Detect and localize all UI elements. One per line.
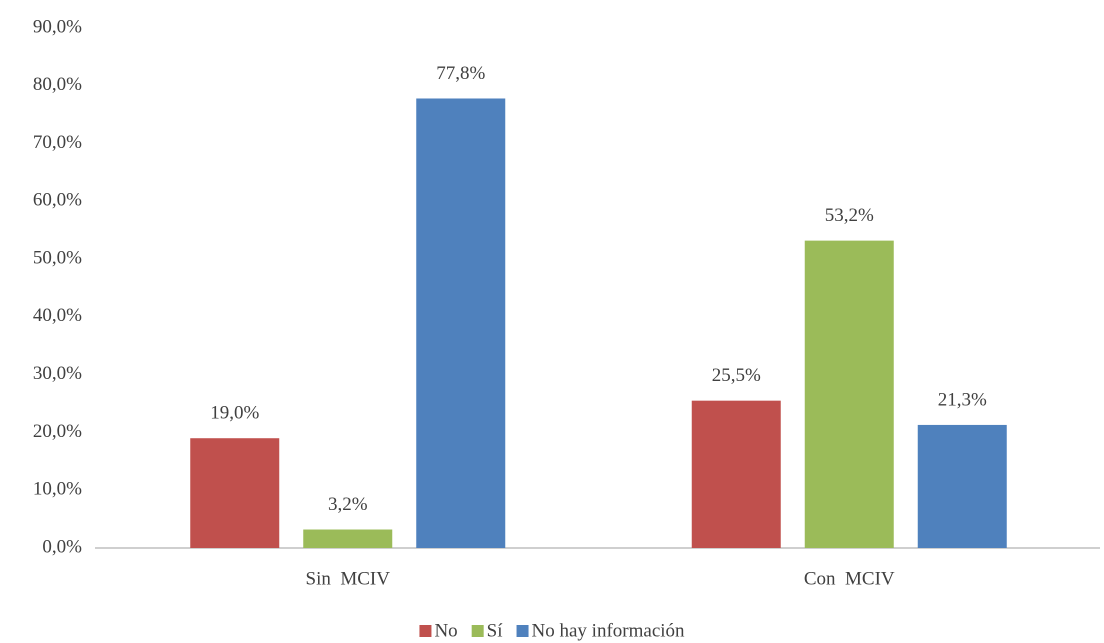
legend-label: Sí bbox=[487, 620, 504, 641]
y-tick-label: 90,0% bbox=[33, 16, 82, 37]
y-tick-label: 0,0% bbox=[42, 536, 82, 557]
x-tick-label: Con MCIV bbox=[804, 568, 895, 589]
y-tick-label: 10,0% bbox=[33, 479, 82, 500]
data-label: 25,5% bbox=[712, 365, 761, 386]
legend-item: No bbox=[419, 620, 458, 641]
y-tick-label: 80,0% bbox=[33, 74, 82, 95]
bar bbox=[190, 438, 280, 548]
data-label: 3,2% bbox=[328, 494, 368, 515]
bar bbox=[416, 98, 506, 548]
y-tick-label: 70,0% bbox=[33, 132, 82, 153]
y-tick-label: 40,0% bbox=[33, 305, 82, 326]
y-tick-label: 30,0% bbox=[33, 363, 82, 384]
y-tick-label: 50,0% bbox=[33, 247, 82, 268]
y-tick-label: 20,0% bbox=[33, 421, 82, 442]
data-label: 19,0% bbox=[210, 403, 259, 424]
data-label: 53,2% bbox=[825, 205, 874, 226]
legend-swatch bbox=[516, 625, 529, 637]
legend-swatch bbox=[419, 625, 432, 637]
legend-label: No hay información bbox=[532, 620, 686, 641]
bar bbox=[691, 400, 781, 548]
bar bbox=[917, 424, 1007, 548]
legend-swatch bbox=[471, 625, 484, 637]
legend-item: Sí bbox=[471, 620, 504, 641]
y-tick-label: 60,0% bbox=[33, 190, 82, 211]
bar bbox=[804, 240, 894, 548]
data-label: 77,8% bbox=[436, 63, 485, 84]
x-tick-label: Sin MCIV bbox=[306, 568, 391, 589]
bar bbox=[303, 529, 393, 548]
legend-label: No bbox=[434, 620, 457, 641]
legend-item: No hay información bbox=[516, 620, 686, 641]
data-label: 21,3% bbox=[938, 389, 987, 410]
